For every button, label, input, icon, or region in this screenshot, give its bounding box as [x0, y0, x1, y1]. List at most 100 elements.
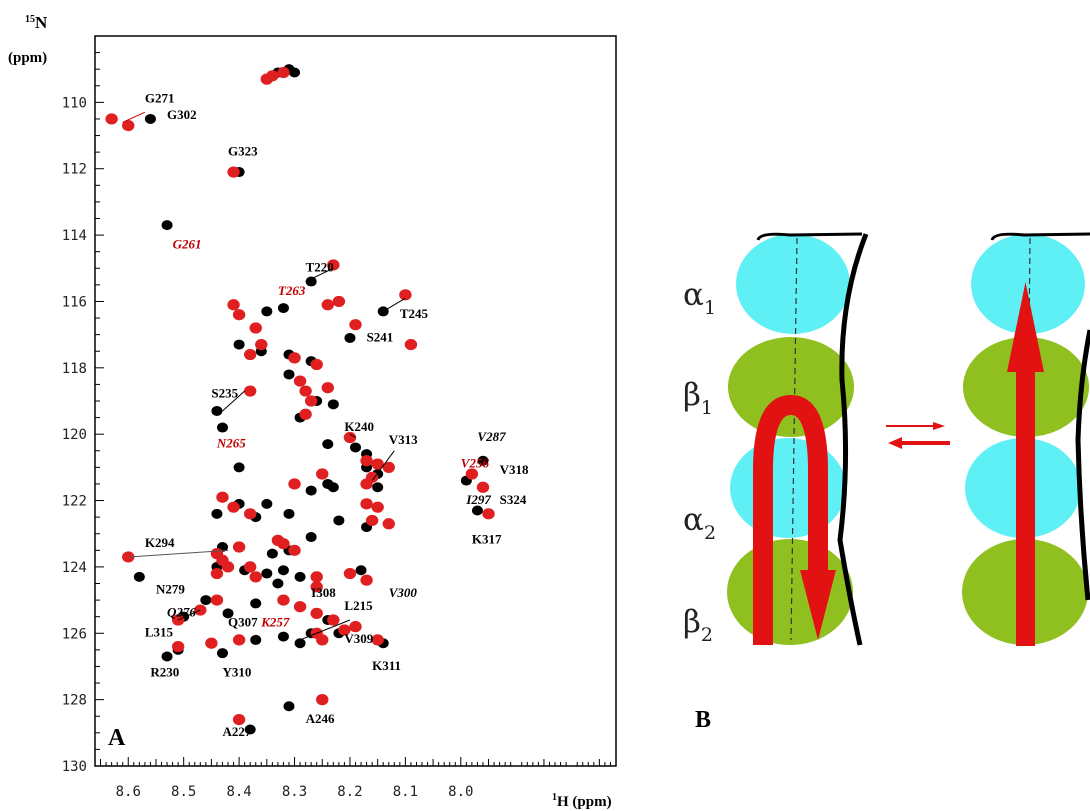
peak-red [316, 694, 329, 706]
peak-black [327, 399, 339, 410]
peak-red [243, 348, 257, 361]
peak-assignment-label: N265 [216, 435, 246, 450]
peak-black [355, 565, 367, 576]
x-axis-ticks: 8.6 8.5 8.4 8.3 8.2 8.1 8.0 [100, 757, 611, 800]
peak-black [216, 422, 228, 433]
peak-red [249, 322, 262, 334]
peak-assignment-label: K317 [472, 532, 502, 547]
peak-red [288, 478, 301, 490]
peak-red [316, 634, 329, 646]
peak-red [360, 574, 373, 586]
peak-black [350, 442, 361, 453]
peak-red [316, 468, 329, 480]
peak-black [305, 532, 317, 543]
peak-red [365, 514, 379, 527]
peak-assignment-label: I308 [311, 585, 336, 600]
peak-assignment-label: V309 [344, 631, 373, 646]
peak-red [210, 594, 224, 606]
peak-red [371, 458, 384, 470]
peak-red [327, 614, 340, 626]
peak-red [360, 498, 373, 510]
peak-red [227, 299, 240, 311]
peak-black [161, 651, 173, 662]
peak-red [277, 66, 290, 79]
peak-black [283, 508, 295, 519]
leader-line [177, 609, 201, 621]
y-tick-label: 118 [62, 361, 87, 377]
peak-red [288, 544, 301, 556]
panel-a-label: A [108, 725, 126, 751]
subunit-greek-letter: β [683, 604, 701, 640]
peak-red [349, 621, 362, 633]
subunit-label: β2 [683, 604, 713, 646]
peak-red [343, 431, 357, 444]
peak-black [144, 113, 156, 124]
peak-red [332, 295, 346, 308]
peak-red [299, 408, 312, 420]
leader-line [222, 390, 245, 412]
peak-assignment-label: R230 [150, 664, 179, 679]
peak-red [360, 478, 373, 490]
peak-red [266, 70, 279, 82]
y-tick-label: 128 [62, 693, 87, 709]
peak-red [371, 634, 384, 646]
y-tick-label: 122 [62, 494, 87, 510]
peak-black [133, 571, 145, 582]
peak-assignment-label: Y310 [222, 664, 251, 679]
peak-red [338, 624, 351, 636]
axis-dashed-line-left [790, 237, 798, 641]
peak-assignment-label: G271 [145, 90, 175, 105]
y-tick-label: 120 [62, 427, 87, 443]
membrane-edge-left [837, 233, 869, 646]
y-tick-label: 114 [62, 228, 87, 244]
leader-line [299, 619, 351, 641]
peak-assignment-label: A246 [306, 711, 335, 726]
y-tick-label: 116 [62, 294, 87, 310]
alpha1-circle-right [971, 234, 1085, 334]
peak-black [250, 598, 262, 609]
y-axis-ticks: 110 112 114 116 118 120 122 124 126 128 130 [62, 52, 104, 775]
peak-assignment-label: T220 [306, 260, 334, 275]
peak-red [277, 538, 290, 550]
alpha1-circle-left [736, 234, 850, 334]
peak-black [277, 631, 289, 642]
peak-assignment-label: V300 [389, 585, 418, 600]
peak-assignment-label: K311 [372, 658, 401, 673]
peak-black [333, 515, 345, 526]
peak-red [321, 382, 334, 394]
peak-black [322, 478, 334, 489]
peak-black [200, 595, 212, 606]
reverse-arrow-head [888, 437, 902, 449]
subunit-index: 2 [704, 522, 716, 544]
peak-assignment-label: K257 [260, 615, 290, 630]
peak-black [244, 724, 256, 735]
alpha2-circle-left [730, 438, 846, 538]
peak-assignment-label: V318 [500, 462, 529, 477]
beta1-circle-left [728, 337, 854, 437]
peak-assignment-label: S235 [211, 386, 238, 401]
x-tick-label: 8.3 [282, 784, 307, 800]
membrane-top-left [756, 232, 863, 241]
peak-black [344, 332, 356, 343]
x-tick-label: 8.0 [448, 784, 473, 800]
leader-line [305, 267, 334, 282]
straight-arrow-head [1007, 282, 1044, 372]
peak-black [161, 220, 173, 231]
peak-black [283, 701, 295, 712]
peak-red [310, 571, 323, 583]
subunit-label: β1 [683, 377, 713, 419]
peak-black [322, 439, 334, 450]
peak-black [471, 505, 483, 516]
leader-line [349, 433, 356, 438]
y-tick-label: 130 [62, 759, 87, 775]
peak-red [476, 481, 490, 493]
peak-assignment-label: L315 [145, 625, 174, 640]
peak-red [122, 119, 135, 132]
peak-red [404, 338, 418, 351]
peak-red [465, 468, 479, 480]
subunit-greek-letter: α [683, 277, 704, 313]
peak-black [305, 485, 317, 496]
peak-black [211, 508, 223, 519]
